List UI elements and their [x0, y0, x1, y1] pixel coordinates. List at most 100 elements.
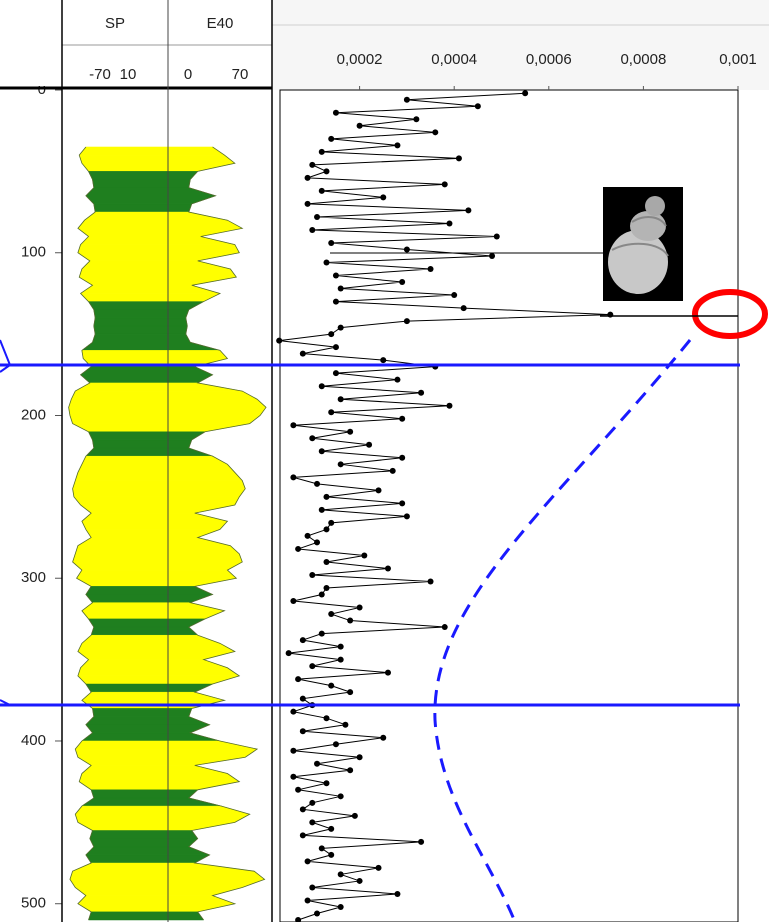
data-point	[309, 435, 316, 442]
data-point	[309, 161, 316, 168]
log-segment	[77, 667, 241, 677]
data-point	[394, 890, 401, 897]
data-point	[375, 487, 382, 494]
log-segment	[88, 911, 205, 921]
data-point	[314, 480, 321, 487]
data-point	[446, 220, 453, 227]
data-point	[460, 305, 467, 312]
log-segment	[73, 496, 240, 506]
data-point	[384, 565, 391, 572]
data-point	[337, 793, 344, 800]
log-segment	[68, 407, 267, 416]
track-scale-label: 10	[120, 66, 137, 83]
log-segment	[88, 618, 206, 628]
data-point	[314, 213, 321, 220]
data-point	[337, 643, 344, 650]
shell-whorl	[630, 211, 666, 241]
series	[276, 90, 614, 922]
data-point	[366, 441, 373, 448]
data-point	[337, 396, 344, 403]
log-segment	[78, 268, 237, 278]
log-segment	[89, 830, 199, 839]
data-point	[328, 825, 335, 832]
log-segment	[81, 350, 228, 359]
log-curve	[68, 146, 96, 921]
data-point	[299, 637, 306, 644]
data-point	[318, 630, 325, 637]
data-point	[380, 357, 387, 364]
highlight-circle	[692, 289, 768, 339]
data-point	[427, 266, 434, 273]
data-point	[356, 877, 363, 884]
data-point	[399, 415, 406, 422]
log-curve	[185, 146, 267, 921]
log-segment	[79, 366, 213, 376]
log-segment	[72, 553, 243, 563]
data-point	[394, 142, 401, 149]
data-point	[403, 513, 410, 520]
log-segment	[85, 529, 221, 538]
data-point	[337, 461, 344, 468]
log-segment	[78, 154, 236, 164]
data-point	[299, 806, 306, 813]
data-point	[347, 617, 354, 624]
data-point	[418, 389, 425, 396]
data-point	[323, 259, 330, 266]
data-point	[522, 90, 529, 97]
data-point	[384, 669, 391, 676]
track-scale-label: 0	[184, 66, 192, 83]
log-segment	[85, 586, 213, 595]
data-point	[399, 454, 406, 461]
shell-suture	[611, 242, 669, 257]
data-point	[347, 767, 354, 774]
data-point	[332, 109, 339, 116]
data-point	[455, 155, 462, 162]
series-line	[279, 92, 611, 921]
log-segment	[93, 309, 190, 319]
data-point	[399, 279, 406, 286]
log-segment	[81, 610, 225, 620]
x-tick-label: 0,0006	[526, 51, 572, 68]
shell-image	[603, 187, 683, 301]
data-point	[299, 350, 306, 357]
log-segment	[93, 203, 193, 213]
data-point	[328, 682, 335, 689]
data-point	[290, 598, 297, 605]
y-tick-label: 400	[21, 732, 46, 749]
data-point	[441, 624, 448, 631]
data-point	[299, 832, 306, 839]
log-segment	[72, 480, 246, 489]
data-point	[493, 233, 500, 240]
log-segment	[85, 724, 210, 734]
data-point	[361, 552, 368, 559]
data-point	[304, 174, 311, 181]
data-point	[347, 428, 354, 435]
data-point	[465, 207, 472, 214]
data-point	[328, 239, 335, 246]
data-point	[295, 545, 302, 552]
data-point	[337, 324, 344, 331]
data-point	[318, 845, 325, 852]
track-header	[0, 0, 272, 86]
data-point	[351, 812, 358, 819]
log-layer: 0 100 200 300 400 500	[0, 0, 272, 922]
data-point	[427, 578, 434, 585]
data-point	[403, 246, 410, 253]
data-point	[290, 708, 297, 715]
log-segment	[79, 293, 221, 302]
log-segment	[90, 789, 199, 799]
data-point	[304, 858, 311, 865]
data-point	[304, 897, 311, 904]
log-segment	[92, 333, 191, 343]
log-segment	[74, 805, 250, 815]
log-segment	[85, 854, 210, 864]
data-point	[299, 695, 306, 702]
log-segment	[70, 390, 258, 400]
log-segment	[74, 748, 258, 758]
data-point	[451, 292, 458, 299]
y-tick-label: 500	[21, 895, 46, 912]
data-point	[332, 272, 339, 279]
log-segment	[76, 569, 237, 579]
log-segment	[88, 171, 199, 180]
